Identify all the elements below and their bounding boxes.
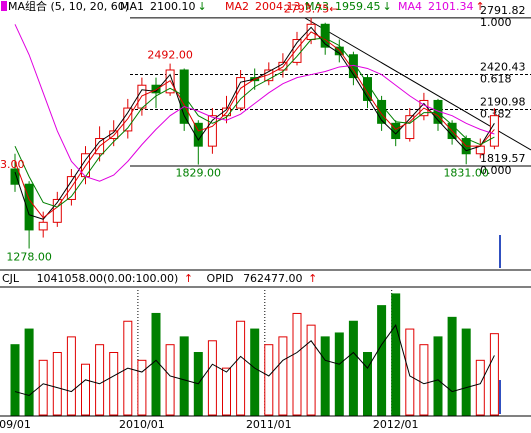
price-annotation: 1278.00 <box>6 251 52 264</box>
candle-body <box>236 77 246 109</box>
volume-bar <box>24 328 34 416</box>
volume-bar <box>419 344 429 416</box>
ma-line <box>14 24 495 182</box>
volume-bar <box>405 328 415 416</box>
volume-bar <box>334 332 344 416</box>
legend-name: MA4 <box>398 0 422 13</box>
volume-bar <box>292 312 302 416</box>
candle-body <box>391 122 401 140</box>
legend-entry: MA2 2004.13 ↑ <box>225 0 312 13</box>
volume-bar <box>264 344 274 416</box>
fib-price: 2190.98 <box>480 95 526 108</box>
candle-body <box>320 23 330 48</box>
volume-bar <box>207 340 217 416</box>
legend-trend: ↓ <box>383 0 392 13</box>
volume-bar <box>81 363 90 416</box>
ma-line <box>14 31 495 219</box>
price-annotation: 1831.00 <box>443 166 489 179</box>
volume-name: CJL <box>2 272 20 285</box>
price-annotation: 2793.75← <box>284 3 339 16</box>
x-tick-label: 2011/01 <box>246 418 292 431</box>
volume-bar <box>377 305 387 416</box>
legend-name: MA1 <box>120 0 144 13</box>
volume-bar <box>179 336 189 416</box>
volume-bar <box>320 336 330 416</box>
legend-trend: ↓ <box>198 0 207 13</box>
volume-bar <box>52 352 62 416</box>
candle-body <box>264 69 274 82</box>
candle-body <box>151 84 161 94</box>
fib-price: 1819.57 <box>480 152 526 165</box>
volume-bar <box>38 359 48 416</box>
legend-value: 2004.13 <box>255 0 301 13</box>
opid-line <box>14 324 495 397</box>
legend-trend: ↑ <box>303 0 312 13</box>
price-annotation: 1829.00 <box>176 167 222 180</box>
price-annotation: 2492.00 <box>147 49 193 62</box>
volume-bar <box>151 312 161 416</box>
volume-trend: ↑ <box>184 272 193 285</box>
volume-bar <box>475 359 485 416</box>
x-tick-label: 2012/01 <box>373 418 419 431</box>
legend-value: 1959.45 <box>335 0 381 13</box>
volume-bar <box>447 316 457 416</box>
volume-bar <box>306 324 316 416</box>
fib-ratio: 0.000 <box>480 164 512 177</box>
candle-body <box>10 168 20 185</box>
volume-bar <box>363 352 372 416</box>
volume-bar <box>10 344 20 416</box>
volume-bar <box>391 293 401 416</box>
legend-entry: MA3 1959.45 ↓ <box>305 0 392 13</box>
volume-bar <box>66 336 76 416</box>
legend-name: MA2 <box>225 0 249 13</box>
candle-body <box>405 115 415 140</box>
candle-body <box>433 99 443 124</box>
volume-bar <box>250 328 260 416</box>
volume-bar <box>95 344 105 416</box>
candle-body <box>38 221 48 231</box>
legend-entry: MA4 2101.34 ↑ <box>398 0 485 13</box>
legend-value: 2101.34 <box>428 0 474 13</box>
fib-ratio: 1.000 <box>480 16 512 29</box>
volume-bar <box>137 359 147 416</box>
volume-header: CJL 1041058.00(0.00:100.00) ↑ OPID 76247… <box>2 272 317 285</box>
candle-body <box>377 99 387 124</box>
indicator-icon <box>1 1 7 11</box>
fib-ratio: 0.382 <box>480 107 512 120</box>
legend-trend: ↑ <box>476 0 485 13</box>
x-tick-label: 2010/01 <box>119 418 165 431</box>
candle-body <box>489 115 499 147</box>
volume-bar <box>278 336 288 416</box>
candle-body <box>24 183 34 231</box>
legend-value: 2100.10 <box>150 0 196 13</box>
edge-label: 3.00 <box>0 158 25 171</box>
legend-name: MA3 <box>305 0 329 13</box>
candle-body <box>207 115 217 147</box>
candle-body <box>52 198 62 223</box>
fib-price: 2791.82 <box>480 4 526 17</box>
opid-name: OPID <box>207 272 234 285</box>
volume-value: 1041058.00(0.00:100.00) <box>37 272 179 285</box>
opid-trend: ↑ <box>308 272 317 285</box>
volume-bar <box>109 352 119 416</box>
legend-entry: MA1 2100.10 ↓ <box>120 0 207 13</box>
volume-bar <box>461 328 471 416</box>
volume-bar <box>236 320 246 416</box>
chart-title: MA组合 (5, 10, 20, 60) <box>8 0 129 13</box>
x-tick-label: 09/01 <box>0 418 31 431</box>
ma-line <box>14 37 495 208</box>
volume-bar <box>489 333 499 416</box>
opid-value: 762477.00 <box>243 272 303 285</box>
volume-bar <box>165 344 175 416</box>
volume-bar <box>433 336 443 416</box>
volume-bar <box>222 367 231 416</box>
volume-bar <box>348 320 358 416</box>
fib-ratio: 0.618 <box>480 72 512 85</box>
fib-price: 2420.43 <box>480 60 526 73</box>
